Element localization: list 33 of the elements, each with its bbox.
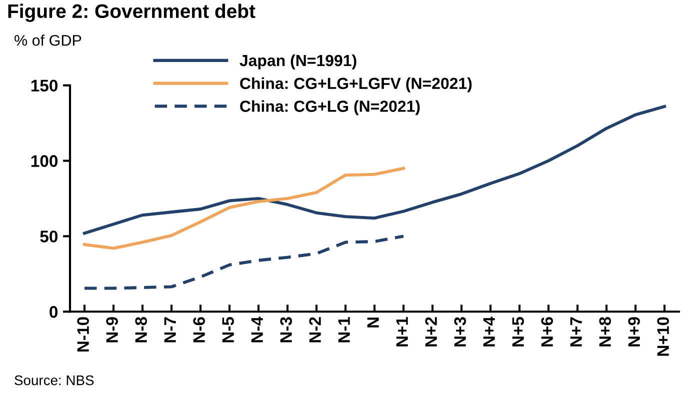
x-tick-label: N-8 (135, 317, 147, 342)
line-series (82, 234, 406, 290)
x-tick-label: N-10 (77, 317, 89, 352)
y-tick-label: 100 (31, 155, 58, 167)
line-series (82, 166, 406, 250)
source-note: Source: NBS (14, 375, 94, 386)
x-tick-label: N (367, 318, 379, 328)
x-tick-label: N-4 (251, 316, 263, 342)
chart-title: Figure 2: Government debt (8, 4, 256, 22)
x-tick-label: N+8 (599, 317, 611, 346)
x-tick-label: N+1 (396, 316, 408, 346)
legend-label: Japan (N=1991) (240, 54, 356, 70)
x-tick-label: N-1 (338, 316, 350, 342)
x-tick-label: N+2 (425, 317, 437, 346)
y-tick-label: 150 (31, 80, 58, 92)
x-tick-label: N+9 (628, 317, 640, 346)
x-tick-label: N-9 (106, 317, 118, 342)
y-tick-label: 0 (50, 306, 58, 318)
x-tick-label: N+10 (657, 317, 669, 356)
y-tick-label: 50 (40, 230, 58, 242)
x-tick-label: N+6 (541, 317, 553, 346)
x-tick-label: N-2 (309, 317, 321, 342)
legend-label: China: CG+LG (N=2021) (240, 100, 420, 116)
x-tick-label: N-7 (164, 317, 176, 342)
x-tick-label: N-6 (193, 317, 205, 342)
y-axis-title: % of GDP (14, 34, 82, 46)
legend-label: China: CG+LG+LGFV (N=2021) (240, 77, 472, 92)
x-tick-label: N-5 (222, 316, 234, 342)
x-tick-label: N+3 (454, 317, 466, 346)
x-tick-label: N+5 (512, 316, 524, 346)
x-tick-label: N-3 (280, 317, 292, 342)
x-tick-label: N+7 (570, 317, 582, 346)
x-tick-label: N+4 (483, 316, 495, 346)
